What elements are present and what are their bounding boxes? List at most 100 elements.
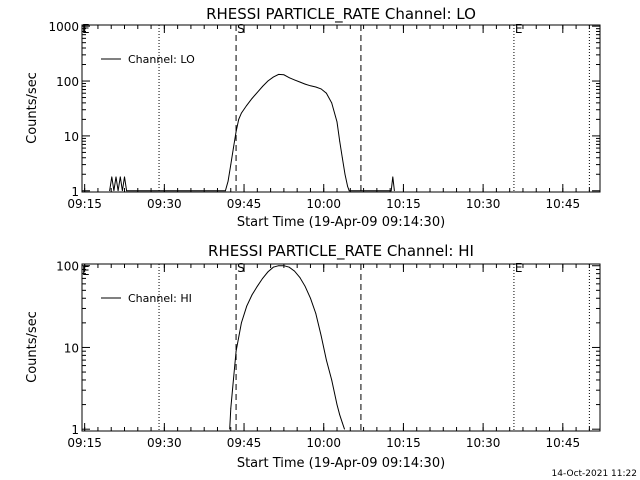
data-point [336,121,338,123]
data-point [111,176,113,178]
data-point [390,190,392,192]
x-axis-label: Start Time (19-Apr-09 09:14:30) [237,456,445,471]
data-point [331,102,333,104]
data-point [262,277,264,279]
data-point [267,271,269,273]
chart-title: RHESSI PARTICLE_RATE Channel: LO [206,5,476,24]
y-tick-label: 10 [64,130,79,144]
x-tick-label: 09:15 [67,197,102,211]
data-point [325,359,327,361]
data-point [251,98,253,99]
data-point [240,112,242,114]
data-point [246,305,248,307]
data-point [339,414,341,416]
data-point [109,190,111,192]
series-line [229,265,345,430]
data-point [238,118,240,120]
data-point [256,92,258,93]
data-point [344,173,346,175]
data-point [267,80,269,82]
data-point [393,190,395,192]
marker-label: S [237,22,245,36]
data-point [278,265,279,267]
data-point [233,379,234,381]
data-point [341,422,343,424]
data-point [339,140,341,142]
x-tick-label: 10:30 [466,197,501,211]
data-point [294,79,295,81]
x-tick-label: 09:45 [227,436,262,450]
y-tick-label: 1000 [48,20,79,34]
data-point [117,190,119,192]
footer-timestamp: 14-Oct-2021 11:22 [552,469,637,479]
x-tick-label: 09:45 [227,197,262,211]
data-point [230,164,232,165]
data-point [229,428,231,430]
data-point [331,379,333,381]
x-tick-label: 10:00 [306,436,341,450]
data-point [304,83,306,85]
data-point [230,407,232,409]
x-tick-label: 10:15 [386,436,421,450]
plot-frame [81,24,601,193]
data-point [126,190,128,192]
data-point [288,266,290,268]
data-point [336,404,338,405]
data-point [299,81,301,83]
data-point [262,85,264,87]
x-tick-label: 10:45 [546,197,581,211]
data-point [320,335,322,336]
x-tick-label: 10:15 [386,197,421,211]
plot-frame [81,263,601,432]
data-point [124,176,125,178]
data-point [246,104,248,106]
data-point [315,313,317,314]
data-point [283,74,285,76]
x-tick-label: 10:30 [466,436,501,450]
data-point [325,92,327,94]
data-point [278,74,279,75]
data-point [341,157,343,159]
marker-label: E [515,261,523,275]
chart-title: RHESSI PARTICLE_RATE Channel: HI [208,242,474,261]
y-tick-label: 10 [64,341,79,355]
data-point [315,86,317,88]
data-point [320,88,322,90]
y-tick-label: 100 [56,75,79,89]
marker-label: S [237,261,245,275]
y-tick-label: 100 [56,260,79,274]
data-point [304,285,306,287]
data-point [235,131,237,132]
data-point [251,294,253,296]
y-axis-label: Counts/sec [25,311,40,383]
x-tick-label: 09:15 [67,436,102,450]
data-point [344,428,345,430]
x-tick-label: 09:30 [147,197,182,211]
data-point [272,76,274,78]
legend-label: Channel: LO [128,53,195,66]
data-point [392,176,394,178]
chart-panel-lo: RHESSI PARTICLE_RATE Channel: LO Counts/… [25,5,601,230]
data-point [310,85,311,87]
chart-panel-hi: RHESSI PARTICLE_RATE Channel: HI Counts/… [25,242,601,471]
data-point [348,190,350,192]
y-axis-label: Counts/sec [25,72,40,144]
x-tick-label: 09:30 [147,436,182,450]
x-axis-label: Start Time (19-Apr-09 09:14:30) [237,215,445,230]
data-point [294,270,295,272]
data-point [347,186,349,187]
data-point [240,322,242,324]
y-tick-label: 1 [71,185,79,199]
data-point [121,190,123,192]
data-point [235,350,237,352]
legend-label: Channel: HI [128,292,192,305]
series-line [109,73,395,192]
data-point [115,176,117,178]
data-point [227,180,229,182]
marker-label: E [515,22,523,36]
data-point [225,190,226,192]
data-point [288,77,290,79]
data-point [272,266,274,268]
data-point [256,285,258,287]
